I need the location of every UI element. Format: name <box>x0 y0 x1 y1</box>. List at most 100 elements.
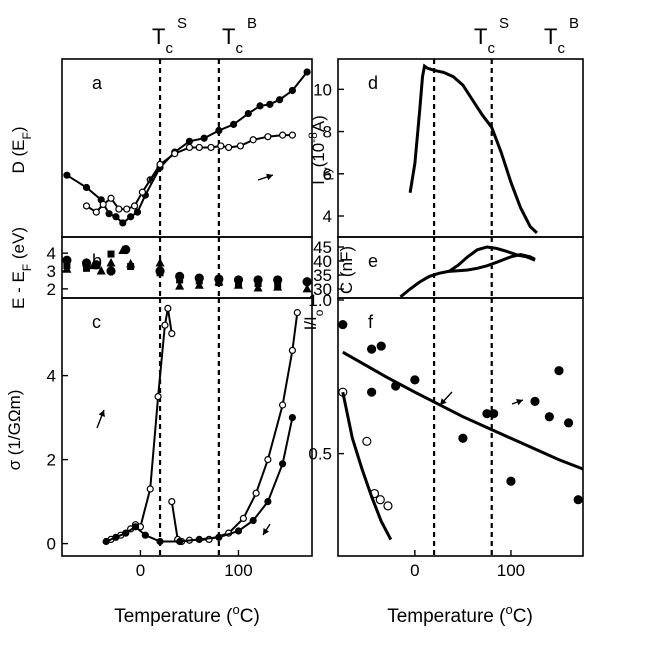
y-axis-label-b-part: F <box>20 264 34 271</box>
data-point-b <box>106 257 116 267</box>
data-point-c <box>264 498 272 506</box>
panel-label-b: b <box>92 251 102 271</box>
panel-a <box>63 59 311 237</box>
y-tick-label-c: 2 <box>47 451 56 470</box>
data-point-b <box>126 258 136 268</box>
panel-label-a: a <box>92 73 103 93</box>
data-point-a <box>82 183 91 192</box>
y-tick-label-d: 4 <box>323 207 332 226</box>
y-axis-label-d: Ipy(10-8A) <box>306 115 334 185</box>
data-point-b <box>214 276 224 286</box>
series-line-c-0 <box>110 308 173 541</box>
data-point-a <box>249 136 257 144</box>
y-tick-label-d: 8 <box>323 123 332 142</box>
data-point-b <box>253 282 263 292</box>
series-line-e-0 <box>399 253 536 299</box>
data-point-a <box>123 205 131 213</box>
data-point-c <box>252 489 260 497</box>
y-axis-label-a-part: F <box>20 132 34 139</box>
data-point-f <box>375 495 385 505</box>
data-point-a <box>185 137 194 145</box>
panel-label-d: d <box>368 73 378 93</box>
y-axis-label-b: E - EF (eV) <box>9 227 34 309</box>
data-point-c <box>264 456 272 464</box>
arrow-a-cool-head <box>148 176 155 183</box>
data-point-f <box>367 387 377 397</box>
data-point-f <box>530 396 540 406</box>
x-tick-label-c: 100 <box>224 561 252 580</box>
data-point-c <box>176 537 184 546</box>
x-tick-label-f: 0 <box>410 561 419 580</box>
y-tick-label-b: 4 <box>47 244 56 263</box>
data-point-c <box>156 537 164 546</box>
data-point-b <box>107 250 115 258</box>
y-tick-label-b: 3 <box>47 262 56 281</box>
data-point-c <box>278 401 287 409</box>
data-point-f <box>367 344 377 354</box>
data-point-a <box>225 143 233 152</box>
data-point-c <box>288 346 296 354</box>
data-point-b <box>273 282 283 291</box>
data-point-b <box>92 262 100 270</box>
y-axis-label-e: C (nF) <box>337 246 356 294</box>
y-tick-label-f: 0.5 <box>308 445 332 464</box>
x-tick-label-c: 0 <box>136 561 145 580</box>
y-axis-label-f-part: I/I <box>301 316 320 330</box>
y-tick-label-e: 40 <box>313 252 332 271</box>
data-point-a <box>133 208 142 216</box>
data-point-a <box>200 134 208 142</box>
data-point-c <box>102 537 110 546</box>
y-axis-label-c: σ (1/GΩm) <box>5 390 24 471</box>
y-axis-label-c-part: σ (1/GΩm) <box>5 390 24 471</box>
panel-e <box>338 237 536 299</box>
data-point-b <box>176 276 184 284</box>
data-point-c <box>239 514 247 523</box>
data-point-b <box>155 257 165 267</box>
y-tick-label-b: 2 <box>47 280 56 299</box>
data-point-c <box>288 414 296 422</box>
data-point-a <box>236 142 245 150</box>
data-point-f <box>338 319 348 330</box>
y-tick-label-e: 30 <box>313 280 332 299</box>
data-point-a <box>107 194 115 202</box>
data-point-f <box>410 375 420 385</box>
data-point-f <box>458 433 468 443</box>
data-point-b <box>82 257 92 267</box>
panel-frame-c <box>61 297 313 557</box>
x-tick-label-f: 100 <box>497 561 525 580</box>
data-point-a <box>82 202 91 210</box>
series-line-f-3 <box>341 391 393 541</box>
y-tick-label-c: 4 <box>47 367 56 386</box>
data-point-b <box>175 281 185 290</box>
panel-b <box>62 237 312 298</box>
tc-b-label-right: TcB <box>544 15 579 57</box>
data-point-a <box>127 213 135 221</box>
series-line-e-1 <box>447 245 536 273</box>
data-point-a <box>217 142 225 150</box>
data-point-a <box>256 102 264 110</box>
data-point-a <box>264 133 272 141</box>
data-point-c <box>168 330 176 338</box>
data-point-c <box>195 535 203 544</box>
panel-label-f: f <box>368 312 374 332</box>
tc-b-label-left: TcB <box>222 15 257 57</box>
data-point-b <box>62 264 72 273</box>
data-point-b <box>83 264 91 272</box>
data-point-a <box>63 171 71 179</box>
y-tick-label-d: 10 <box>313 80 332 99</box>
data-point-f <box>544 412 554 422</box>
panel-d <box>338 59 538 237</box>
arrow-c-heat-head <box>263 528 270 535</box>
arrow-c-cool-head <box>98 410 105 417</box>
data-point-b <box>194 280 204 289</box>
y-axis-label-a: D (EF) <box>9 126 34 173</box>
data-point-a <box>288 131 296 139</box>
data-point-f <box>554 366 564 376</box>
y-tick-label-e: 35 <box>313 266 332 285</box>
data-point-b <box>88 260 98 270</box>
y-axis-label-b-part: E - E <box>9 271 28 309</box>
panel-c <box>62 298 301 556</box>
data-point-a <box>105 210 113 218</box>
data-point-a <box>288 86 296 95</box>
data-point-c <box>293 309 301 317</box>
